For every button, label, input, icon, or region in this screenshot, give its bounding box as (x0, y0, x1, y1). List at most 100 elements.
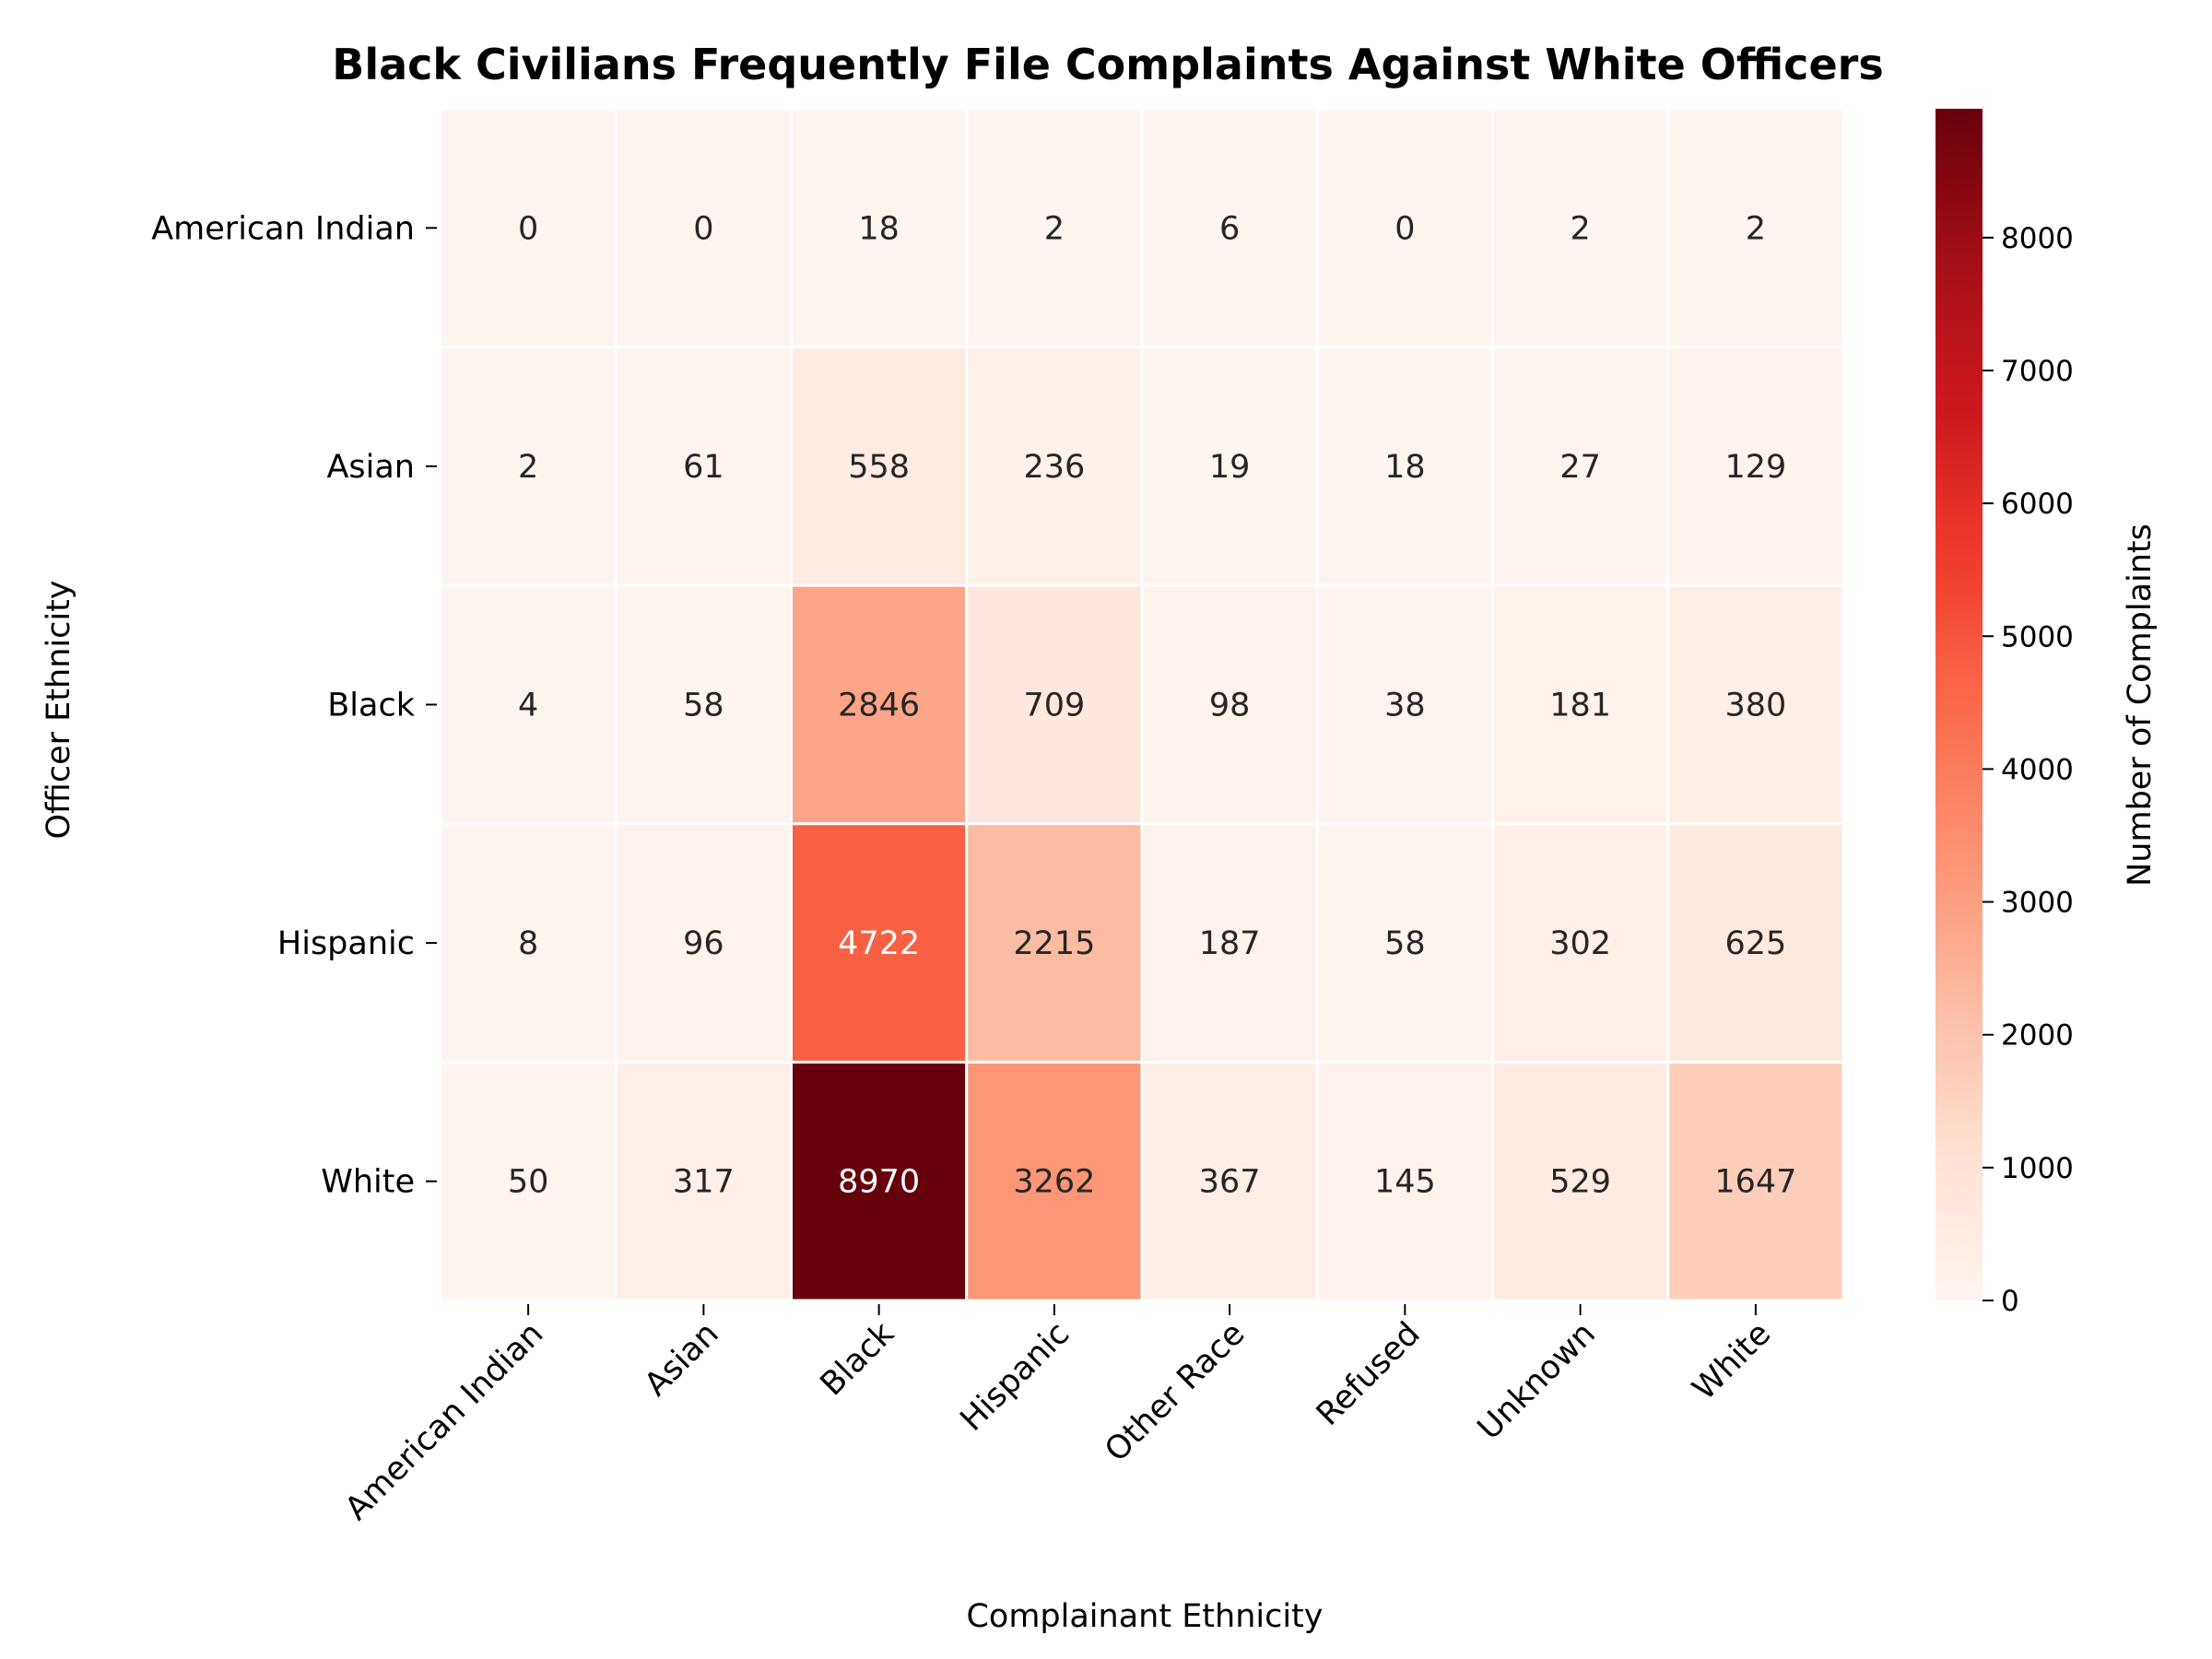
cell-value-label: 98 (1209, 688, 1251, 724)
x-axis-label: Complainant Ethnicity (966, 1598, 1323, 1635)
cell-value-label: 2 (518, 449, 538, 486)
heatmap-cell (1140, 107, 1319, 349)
colorbar-tick-label: 7000 (2001, 355, 2074, 388)
heatmap-cell (1491, 583, 1670, 826)
heatmap-cell (1315, 1060, 1494, 1302)
cell-value-label: 8970 (838, 1164, 920, 1201)
cell-value-label: 1647 (1714, 1164, 1796, 1201)
cell-value-label: 529 (1549, 1164, 1611, 1201)
x-tick-label: Asian (638, 1315, 726, 1404)
x-tick-label: Hispanic (954, 1315, 1077, 1439)
heatmap-cell (614, 107, 793, 349)
x-tick-label: Black (814, 1315, 902, 1404)
cell-value-label: 0 (693, 210, 713, 247)
cell-value-label: 709 (1023, 688, 1085, 724)
y-axis-ticks: American Indian Asian Black Hispanic White (151, 210, 437, 1201)
cell-value-label: 367 (1199, 1164, 1261, 1201)
heatmap-cell (1140, 1060, 1319, 1302)
cell-value-label: 187 (1199, 925, 1261, 962)
colorbar-gradient (1936, 109, 1983, 1300)
x-tick-label: American Indian (338, 1315, 550, 1527)
y-tick-label: Hispanic (277, 925, 415, 962)
colorbar-tick-label: 0 (2001, 1285, 2019, 1318)
cell-value-label: 0 (518, 210, 538, 247)
cell-value-label: 181 (1549, 688, 1611, 724)
x-tick-label: White (1686, 1315, 1778, 1407)
y-tick-label: Asian (326, 449, 415, 486)
heatmap-cell (439, 822, 618, 1064)
heatmap-cell (1315, 107, 1494, 349)
heatmap-cell (965, 822, 1144, 1064)
heatmap-cell (1666, 1060, 1845, 1302)
heatmap-cell (439, 107, 618, 349)
heatmap-cell (1666, 346, 1845, 587)
cell-value-label: 18 (1384, 449, 1426, 486)
cell-value-label: 558 (848, 449, 910, 486)
cell-value-label: 27 (1559, 449, 1601, 486)
heatmap-cell (790, 107, 969, 349)
heatmap-cell-labels: 0 0 18 2 6 0 2 2 2 61 558 236 19 18 27 129 4 58 2846 709 98 3… (508, 210, 1797, 1200)
colorbar-tick-label: 8000 (2001, 222, 2074, 255)
cell-value-label: 4722 (838, 925, 920, 962)
heatmap-cell (1315, 346, 1494, 587)
cell-value-label: 2 (1746, 210, 1766, 247)
colorbar-tick-label: 6000 (2001, 488, 2074, 521)
cell-value-label: 38 (1384, 688, 1426, 724)
cell-value-label: 236 (1023, 449, 1085, 486)
colorbar-label: Number of Complaints (2122, 524, 2159, 887)
colorbar: 0 1000 2000 3000 4000 5000 6000 7000 8000 Number… (1936, 109, 2159, 1318)
cell-value-label: 2 (1044, 210, 1065, 247)
heatmap-cell (1140, 346, 1319, 587)
heatmap-cell (1666, 107, 1845, 349)
y-axis-label: Officer Ethnicity (41, 580, 77, 839)
colorbar-ticks: 0 1000 2000 3000 4000 5000 6000 7000 8000 (1983, 222, 2074, 1318)
cell-value-label: 61 (683, 449, 724, 486)
cell-value-label: 129 (1724, 449, 1786, 486)
colorbar-tick-label: 5000 (2001, 620, 2074, 653)
cell-value-label: 96 (683, 925, 724, 962)
cell-value-label: 317 (673, 1164, 735, 1201)
cell-value-label: 2215 (1013, 925, 1095, 962)
heatmap-cell (1140, 583, 1319, 826)
cell-value-label: 302 (1549, 925, 1611, 962)
heatmap-cell (614, 1060, 793, 1302)
cell-value-label: 58 (1384, 925, 1426, 962)
chart-title: Black Civilians Frequently File Complain… (332, 40, 1883, 89)
cell-value-label: 3262 (1013, 1164, 1095, 1201)
heatmap-cell (439, 583, 618, 826)
cell-value-label: 625 (1724, 925, 1786, 962)
y-tick-label: American Indian (151, 210, 415, 247)
heatmap-cell (614, 346, 793, 587)
x-tick-label: Refused (1310, 1315, 1428, 1433)
heatmap-cell (1315, 583, 1494, 826)
colorbar-tick-label: 4000 (2001, 753, 2074, 786)
x-axis-ticks: American Indian Asian Black Hispanic Other R… (338, 1304, 1778, 1527)
x-tick-label: Other Race (1098, 1315, 1252, 1469)
cell-value-label: 19 (1209, 449, 1251, 486)
cell-value-label: 4 (518, 688, 538, 724)
x-tick-label: Unknown (1471, 1315, 1603, 1447)
colorbar-tick-label: 2000 (2001, 1019, 2074, 1053)
cell-value-label: 145 (1374, 1164, 1436, 1201)
heatmap-cell (614, 583, 793, 826)
cell-value-label: 6 (1219, 210, 1240, 247)
y-tick-label: White (321, 1164, 415, 1201)
heatmap-cell (965, 346, 1144, 587)
heatmap-cell (1491, 822, 1670, 1064)
cell-value-label: 8 (518, 925, 538, 962)
heatmap-cell (1140, 822, 1319, 1064)
heatmap-cell (790, 822, 969, 1064)
cell-value-label: 50 (508, 1164, 549, 1201)
heatmap-cells (439, 107, 1845, 1302)
cell-value-label: 2 (1570, 210, 1590, 247)
cell-value-label: 18 (858, 210, 900, 247)
colorbar-tick-label: 3000 (2001, 887, 2074, 920)
colorbar-tick-label: 1000 (2001, 1152, 2074, 1185)
heatmap-cell (965, 1060, 1144, 1302)
heatmap-cell (965, 583, 1144, 826)
y-tick-label: Black (327, 688, 415, 724)
cell-value-label: 58 (683, 688, 724, 724)
heatmap-cell (1666, 583, 1845, 826)
